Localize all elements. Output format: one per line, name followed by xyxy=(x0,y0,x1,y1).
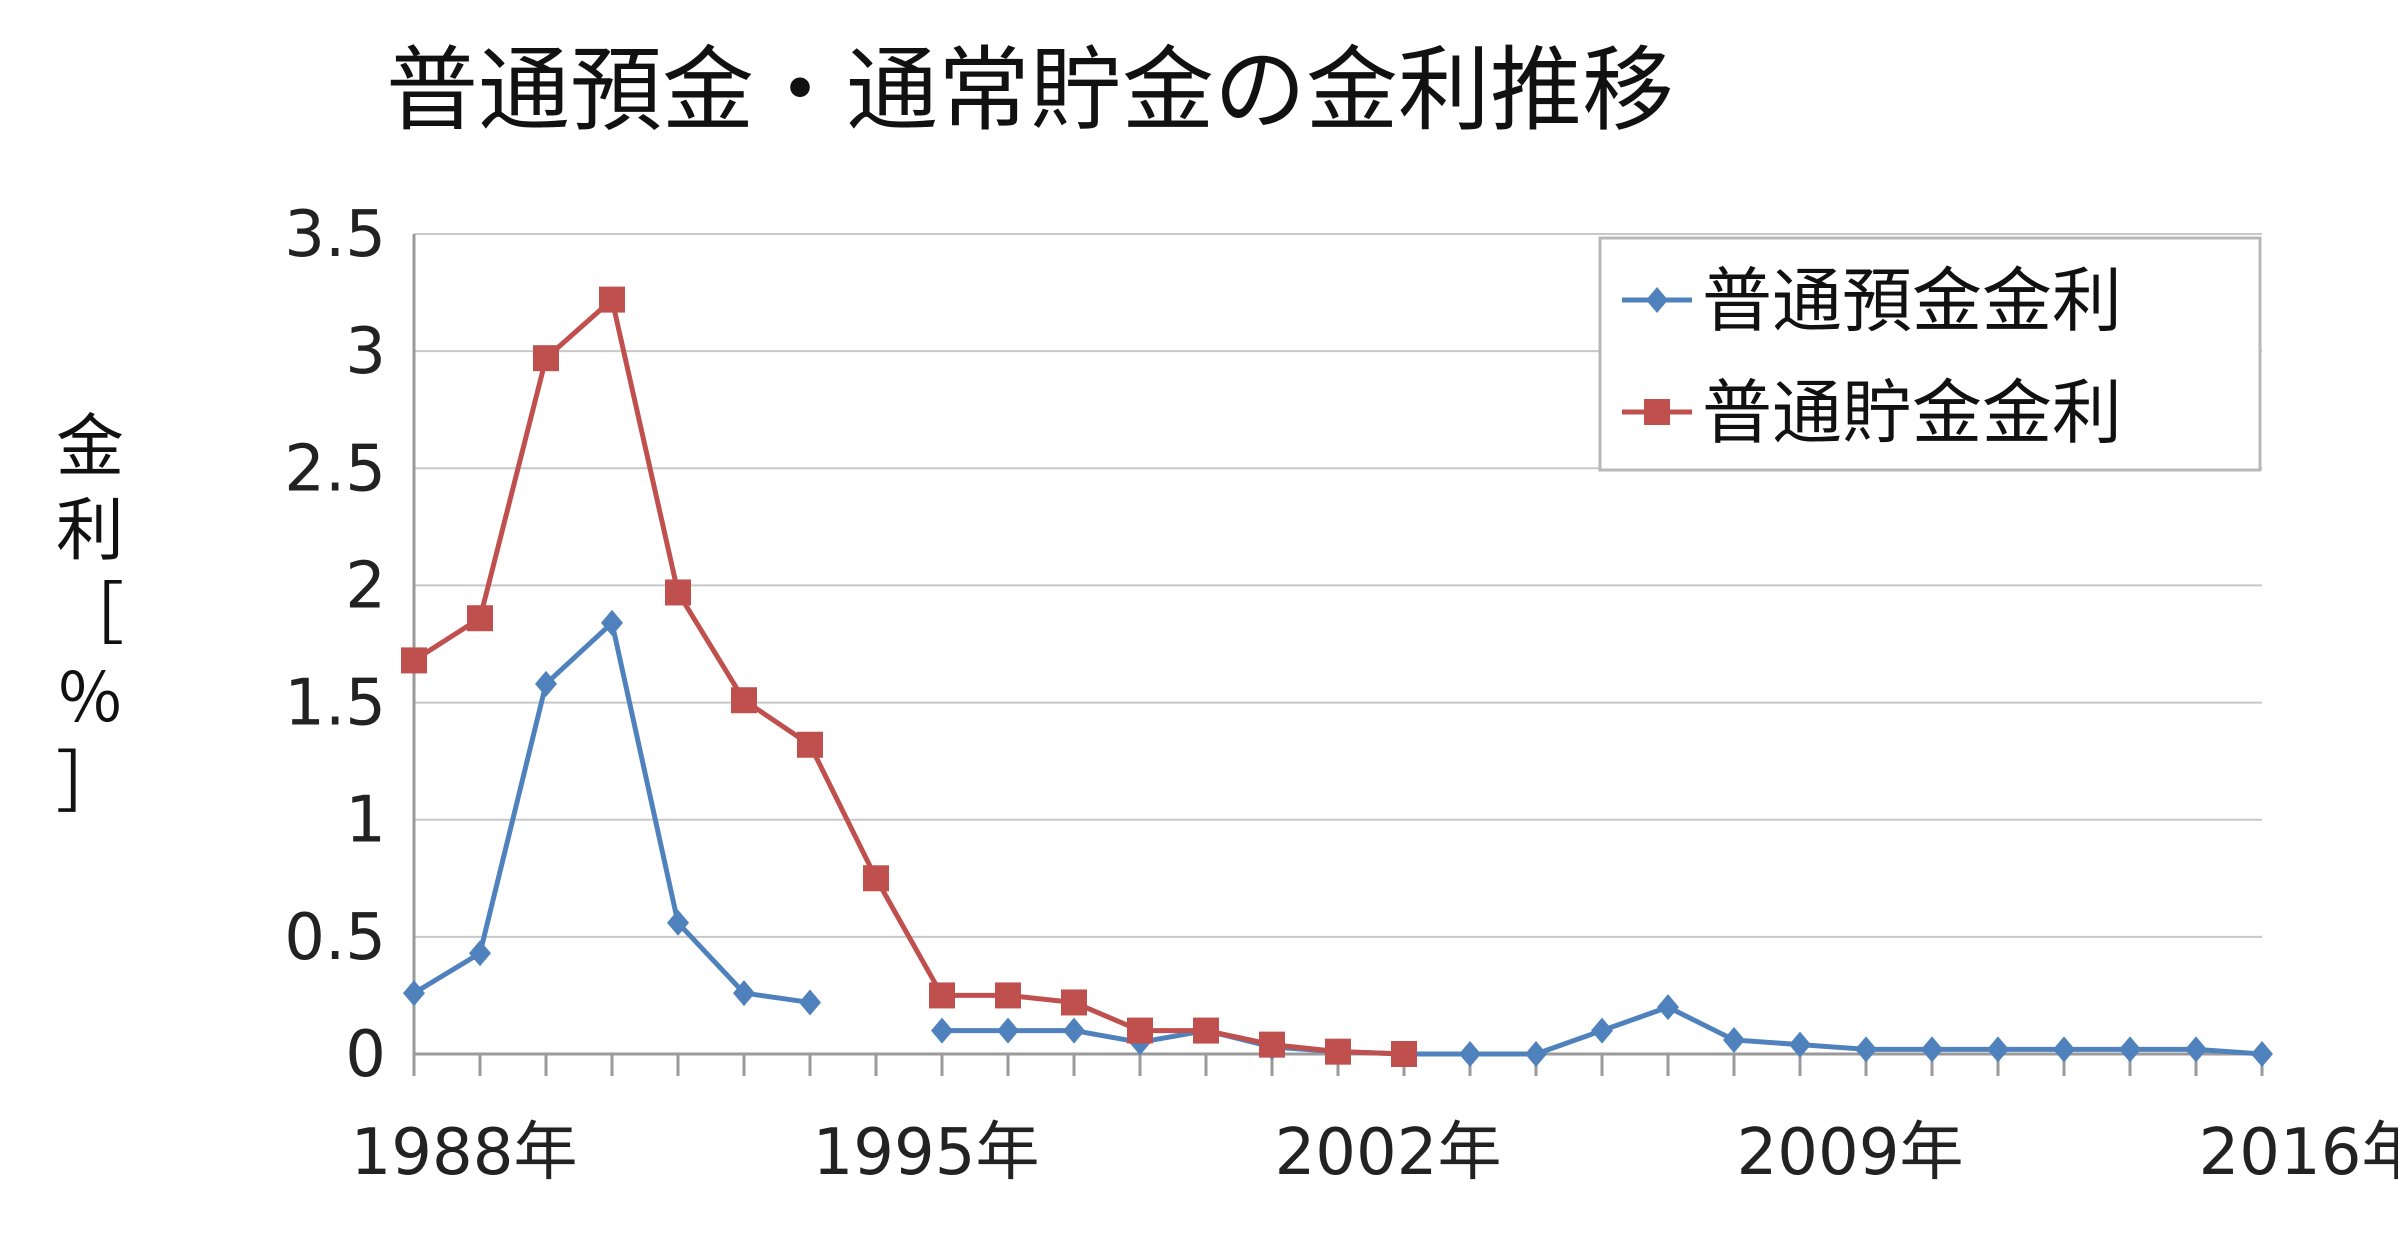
data-point xyxy=(1325,1038,1351,1065)
x-tick-label: 2016年 xyxy=(2199,1116,2398,1190)
data-point xyxy=(401,647,427,674)
data-point xyxy=(733,980,755,1007)
data-point xyxy=(1459,1041,1481,1067)
y-axis-label-char: ［ xyxy=(56,576,124,655)
y-axis-label: 金利［％］ xyxy=(56,408,124,823)
data-point xyxy=(2251,1041,2273,1067)
data-point xyxy=(467,605,493,632)
x-tick-labels: 1988年 1995年 2002年 2009年 2016年 xyxy=(351,1116,2398,1190)
data-point xyxy=(2053,1036,2075,1063)
legend-marker xyxy=(1644,399,1670,425)
series-2 xyxy=(401,286,1417,1067)
legend-marker xyxy=(1646,287,1668,313)
y-tick-label: 3 xyxy=(345,315,386,389)
y-tick-label: 2.5 xyxy=(284,432,386,506)
grid-lines xyxy=(414,233,2262,938)
legend-item: 普通預金金利 xyxy=(1622,260,2122,342)
data-point xyxy=(1657,994,1679,1021)
y-tick-label: 2 xyxy=(345,549,386,623)
legend-label: 普通預金金利 xyxy=(1702,260,2122,342)
data-point xyxy=(667,909,689,936)
data-point xyxy=(1987,1036,2009,1063)
x-tick-label: 2002年 xyxy=(1275,1116,1502,1190)
data-point xyxy=(1789,1031,1811,1058)
data-point xyxy=(863,865,889,892)
data-point xyxy=(1391,1041,1417,1067)
series-line xyxy=(412,620,811,1005)
data-point xyxy=(799,989,821,1016)
data-point xyxy=(931,1017,953,1044)
y-tick-label: 0.5 xyxy=(284,901,386,975)
y-axis-label-char: ］ xyxy=(56,744,124,823)
data-point xyxy=(1723,1026,1745,1053)
legend-label: 普通貯金金利 xyxy=(1702,372,2122,454)
data-point xyxy=(1591,1017,1613,1044)
chart-title: 普通預金・通常貯金の金利推移 xyxy=(386,37,1674,144)
series xyxy=(401,286,2273,1067)
legend-box xyxy=(1598,236,2262,472)
data-point xyxy=(1127,1017,1153,1044)
data-point xyxy=(929,982,955,1009)
y-tick-label: 0 xyxy=(345,1018,386,1092)
data-point xyxy=(601,609,623,636)
data-point xyxy=(1193,1017,1219,1044)
data-point xyxy=(1525,1041,1547,1067)
data-point xyxy=(1259,1031,1285,1058)
data-point xyxy=(1063,1017,1085,1044)
x-tick-label: 1988年 xyxy=(351,1116,578,1190)
data-point xyxy=(599,286,625,313)
data-point xyxy=(665,579,691,606)
data-point xyxy=(995,982,1021,1009)
data-point xyxy=(1855,1036,1877,1063)
series-1 xyxy=(403,609,2273,1067)
data-point xyxy=(797,731,823,758)
y-tick-label: 1 xyxy=(345,784,386,858)
y-tick-labels: 0 0.5 1 1.5 2 2.5 3 3.5 xyxy=(284,198,386,1092)
data-point xyxy=(535,670,557,697)
data-point xyxy=(2185,1036,2207,1063)
y-tick-label: 1.5 xyxy=(284,667,386,741)
data-point xyxy=(403,980,425,1007)
y-axis-label-char: 金 xyxy=(56,408,124,487)
data-point xyxy=(731,687,757,714)
x-tick-label: 2009年 xyxy=(1737,1116,1964,1190)
data-point xyxy=(1921,1036,1943,1063)
y-axis-label-char: ％ xyxy=(56,660,124,739)
data-point xyxy=(2119,1036,2141,1063)
series-line xyxy=(412,297,1405,1057)
data-point xyxy=(997,1017,1019,1044)
x-tick-label: 1995年 xyxy=(813,1116,1040,1190)
data-point xyxy=(533,345,559,372)
data-point xyxy=(1061,989,1087,1016)
legend-item: 普通貯金金利 xyxy=(1622,372,2122,454)
data-point xyxy=(469,940,491,967)
y-axis-label-char: 利 xyxy=(56,492,124,571)
y-tick-label: 3.5 xyxy=(284,198,386,272)
